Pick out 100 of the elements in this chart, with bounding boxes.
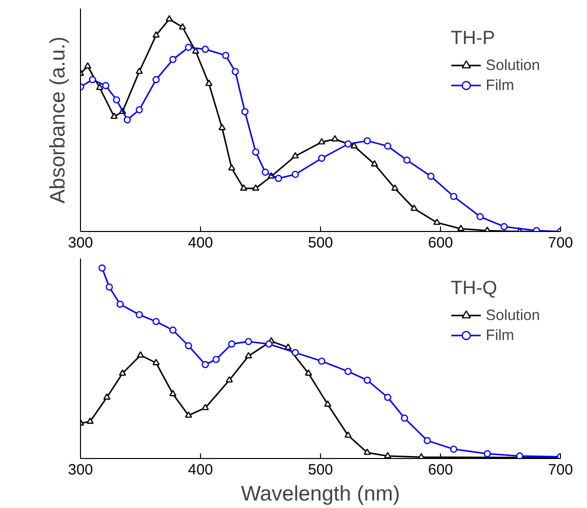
point — [116, 300, 124, 308]
point — [500, 223, 508, 230]
point — [344, 368, 352, 376]
point — [252, 148, 260, 156]
point — [222, 52, 230, 60]
point — [228, 164, 236, 171]
point — [304, 369, 312, 376]
point — [184, 411, 192, 418]
point — [484, 450, 491, 458]
point — [84, 62, 92, 69]
legend-label: Film — [486, 76, 514, 94]
legend-label: Solution — [486, 56, 540, 74]
point — [450, 446, 458, 453]
point — [244, 352, 252, 358]
point — [202, 46, 209, 53]
point — [136, 68, 143, 74]
x-tick-label: 700 — [548, 234, 574, 252]
x-axis-title: Wavelength (nm) — [240, 482, 400, 506]
x-tick-label: 300 — [68, 234, 94, 252]
point — [318, 138, 326, 144]
point — [370, 160, 378, 167]
point — [202, 404, 209, 410]
point — [240, 184, 248, 191]
point — [136, 311, 143, 318]
point — [218, 124, 226, 130]
point — [152, 31, 160, 38]
x-tick-label: 400 — [188, 462, 214, 478]
point — [284, 343, 292, 350]
point — [124, 116, 131, 124]
x-tick-label: 400 — [188, 234, 214, 252]
point — [391, 184, 398, 191]
point — [228, 340, 236, 348]
point — [292, 152, 299, 158]
point — [384, 142, 392, 150]
legend-title: TH-P — [450, 28, 496, 50]
point — [96, 84, 104, 90]
point — [344, 431, 352, 438]
x-tick-label: 700 — [548, 462, 574, 478]
point — [476, 213, 484, 220]
point — [292, 170, 299, 178]
point — [400, 414, 408, 422]
point — [184, 44, 192, 51]
legend-title: TH-Q — [450, 278, 498, 300]
point — [169, 56, 176, 64]
point — [232, 68, 239, 76]
point — [350, 142, 358, 148]
point — [262, 168, 269, 176]
point — [331, 135, 338, 142]
point — [184, 342, 192, 350]
point — [152, 76, 160, 84]
point — [410, 204, 418, 211]
legend-label: Solution — [486, 306, 540, 324]
legend-label: Film — [486, 326, 514, 344]
point — [169, 390, 176, 396]
point — [318, 358, 326, 365]
point — [136, 351, 144, 358]
point — [152, 358, 160, 366]
x-tick-label: 300 — [68, 462, 94, 478]
point — [112, 96, 120, 104]
point — [364, 448, 371, 455]
point — [364, 137, 371, 144]
point — [265, 340, 272, 348]
point — [102, 82, 110, 90]
point — [152, 318, 160, 326]
point — [110, 112, 118, 119]
point — [103, 393, 110, 400]
point — [212, 356, 220, 364]
point — [424, 437, 431, 444]
point — [88, 76, 96, 84]
point — [344, 140, 352, 148]
x-tick-label: 500 — [308, 462, 334, 478]
point — [457, 224, 464, 232]
point — [433, 218, 440, 225]
point — [516, 452, 524, 458]
point — [136, 106, 143, 114]
point — [252, 184, 260, 191]
y-axis-title: Absorbance (a.u.) — [46, 36, 70, 204]
point — [292, 349, 299, 356]
point — [169, 326, 176, 334]
point — [98, 264, 106, 272]
point — [205, 80, 212, 86]
point — [178, 23, 186, 30]
point — [166, 15, 173, 22]
point — [450, 192, 458, 200]
x-tick-label: 500 — [308, 234, 334, 252]
point — [106, 283, 113, 291]
x-tick-label: 600 — [428, 462, 454, 478]
point — [244, 338, 252, 346]
x-tick-label: 600 — [428, 234, 454, 252]
point — [384, 394, 392, 401]
point — [118, 369, 126, 376]
point — [427, 172, 434, 180]
point — [86, 417, 94, 424]
point — [364, 376, 371, 384]
point — [226, 376, 233, 383]
point — [318, 154, 326, 162]
point — [384, 452, 392, 458]
point — [403, 156, 410, 164]
point — [241, 108, 248, 116]
point — [202, 361, 209, 368]
